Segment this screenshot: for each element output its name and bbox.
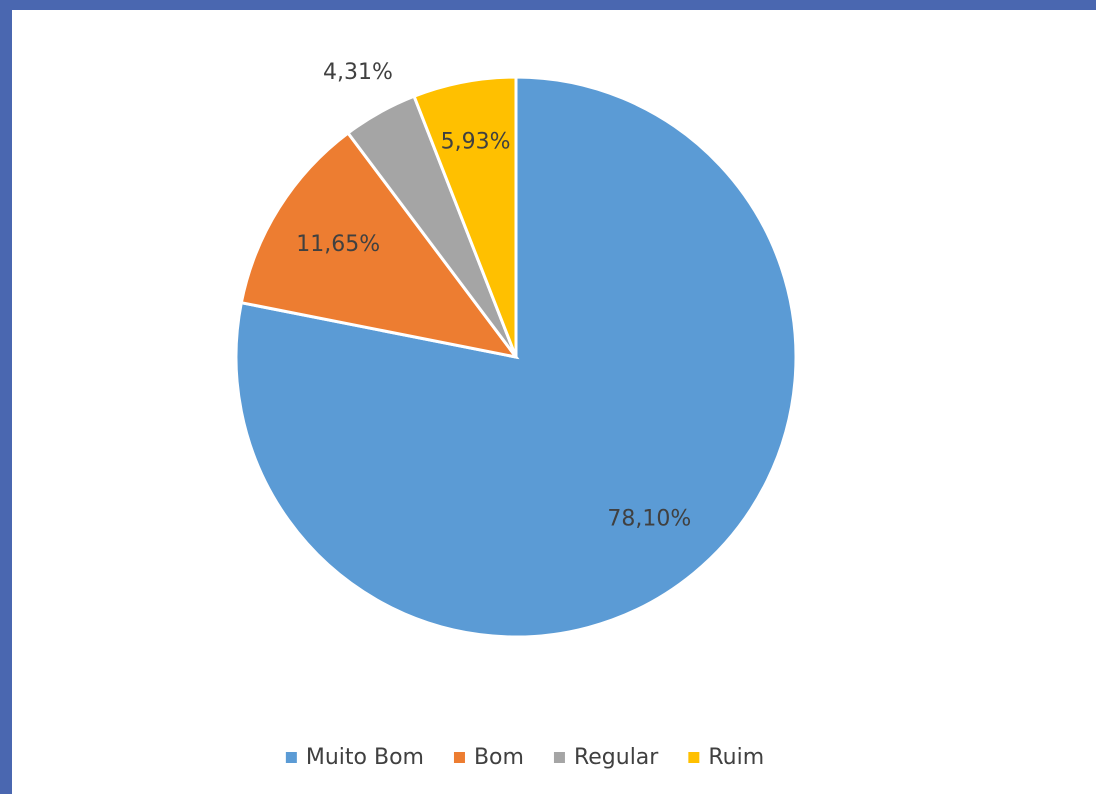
pie-slice [412,75,518,358]
pie-slice [234,75,798,639]
legend-label: Ruim [708,745,764,770]
data-label: 4,31% [323,60,393,85]
legend-label: Regular [574,745,659,770]
data-label: 5,93% [441,129,511,154]
data-label: 11,65% [296,232,380,257]
legend-label: Muito Bom [306,745,424,770]
legend-label: Bom [474,745,524,770]
pie-slice [239,130,520,360]
legend-swatch [453,752,465,763]
legend-swatch [553,752,565,763]
legend-swatch [285,752,297,763]
data-label: 78,10% [607,506,691,531]
legend-swatch [688,752,700,763]
